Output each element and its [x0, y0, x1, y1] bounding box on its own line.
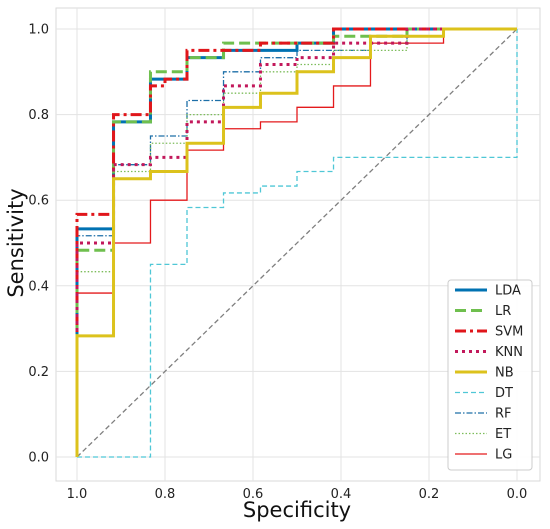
legend-box	[447, 279, 533, 471]
legend-label-nb: NB	[495, 366, 514, 381]
legend-label-lr: LR	[495, 304, 511, 319]
y-tick-label: 0.4	[28, 279, 49, 294]
legend-label-et: ET	[495, 427, 511, 442]
x-axis-title: Specificity	[243, 498, 351, 522]
x-tick-label: 0.0	[507, 487, 528, 502]
series-lines	[75, 27, 518, 458]
series-line-nb	[75, 27, 517, 457]
reference-line	[76, 28, 518, 458]
y-tick-label: 1.0	[28, 23, 49, 38]
x-tick-label: 0.2	[419, 487, 440, 502]
reference-diagonal	[76, 28, 518, 458]
x-tick-label: 0.6	[243, 487, 264, 502]
legend-label-rf: RF	[495, 407, 512, 422]
x-axis-ticks: 1.0 0.8 0.6 0.4 0.2 0.0	[67, 487, 528, 502]
legend-label-lda: LDA	[495, 284, 521, 299]
x-tick-label: 0.4	[331, 487, 352, 502]
y-tick-label: 0.0	[28, 451, 49, 466]
y-axis-title: Sensitivity	[4, 188, 28, 297]
y-tick-label: 0.6	[28, 194, 49, 209]
x-tick-label: 1.0	[67, 487, 88, 502]
x-tick-label: 0.8	[155, 487, 176, 502]
y-tick-label: 0.2	[28, 365, 49, 380]
legend-label-knn: KNN	[495, 345, 523, 360]
legend-label-dt: DT	[495, 386, 513, 401]
legend-label-svm: SVM	[495, 325, 523, 340]
y-axis-ticks: 0.0 0.2 0.4 0.6 0.8 1.0	[28, 23, 49, 466]
y-tick-label: 0.8	[28, 108, 49, 123]
legend: LDA LR SVM KNN NB DT RF ET LG	[447, 279, 533, 471]
legend-label-lg: LG	[495, 448, 512, 463]
